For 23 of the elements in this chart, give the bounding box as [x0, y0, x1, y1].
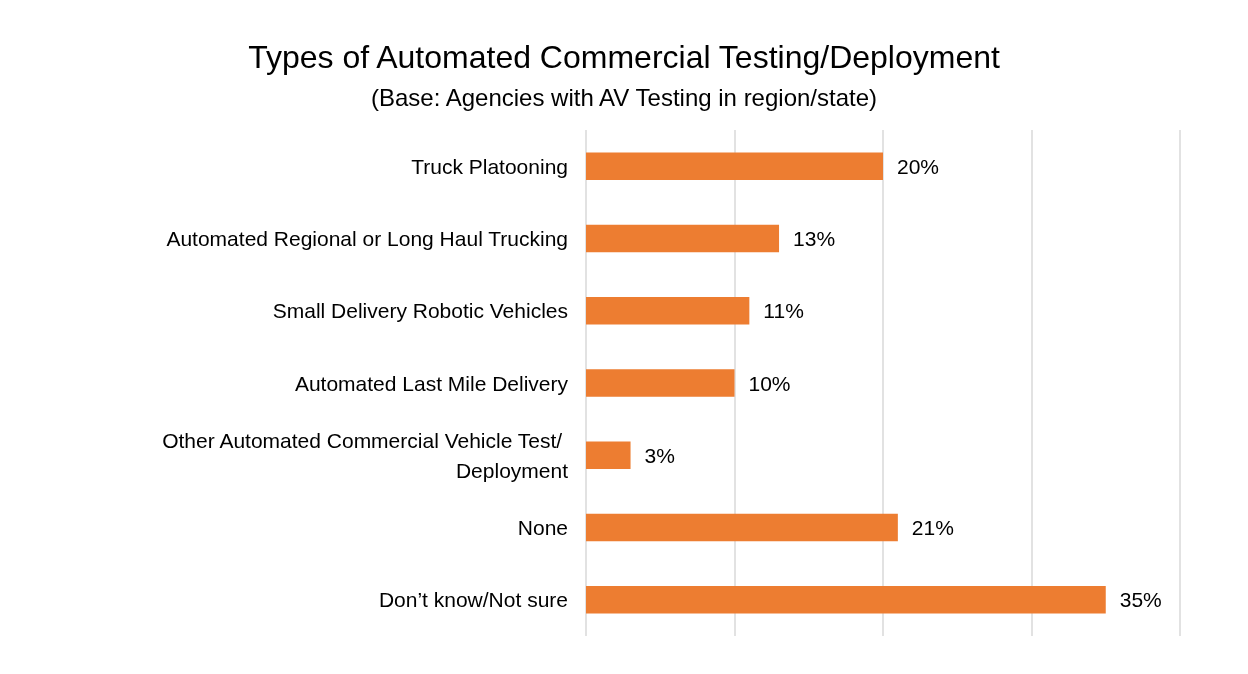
data-label: 10% — [748, 371, 791, 395]
bar — [586, 586, 1106, 614]
bar — [586, 441, 631, 470]
y-tick-label: None — [517, 516, 568, 540]
y-tick-label: Don’t know/Not sure — [378, 588, 568, 612]
chart-subtitle: (Base: Agencies with AV Testing in region/state) — [370, 83, 878, 111]
bar — [586, 369, 735, 397]
bar — [586, 152, 883, 180]
y-tick-label: Small Delivery Robotic Vehicles — [272, 299, 568, 323]
y-tick-label: Automated Regional or Long Haul Trucking — [166, 226, 568, 250]
y-tick-label: Truck Platooning — [411, 154, 568, 178]
data-label: 13% — [793, 226, 836, 250]
data-label: 11% — [763, 299, 804, 323]
bar — [586, 296, 750, 325]
data-label: 21% — [911, 516, 954, 540]
data-label: 3% — [644, 443, 675, 467]
bar — [586, 513, 898, 542]
chart-title: Types of Automated Commercial Testing/Deployment — [248, 39, 1000, 75]
data-label: 35% — [1119, 588, 1162, 612]
y-tick-label: Automated Last Mile Delivery — [294, 371, 569, 395]
bar — [586, 224, 780, 253]
y-tick-label: Other Automated Commercial Vehicle Test/ Deployment — [162, 428, 569, 482]
data-label: 20% — [897, 154, 940, 178]
